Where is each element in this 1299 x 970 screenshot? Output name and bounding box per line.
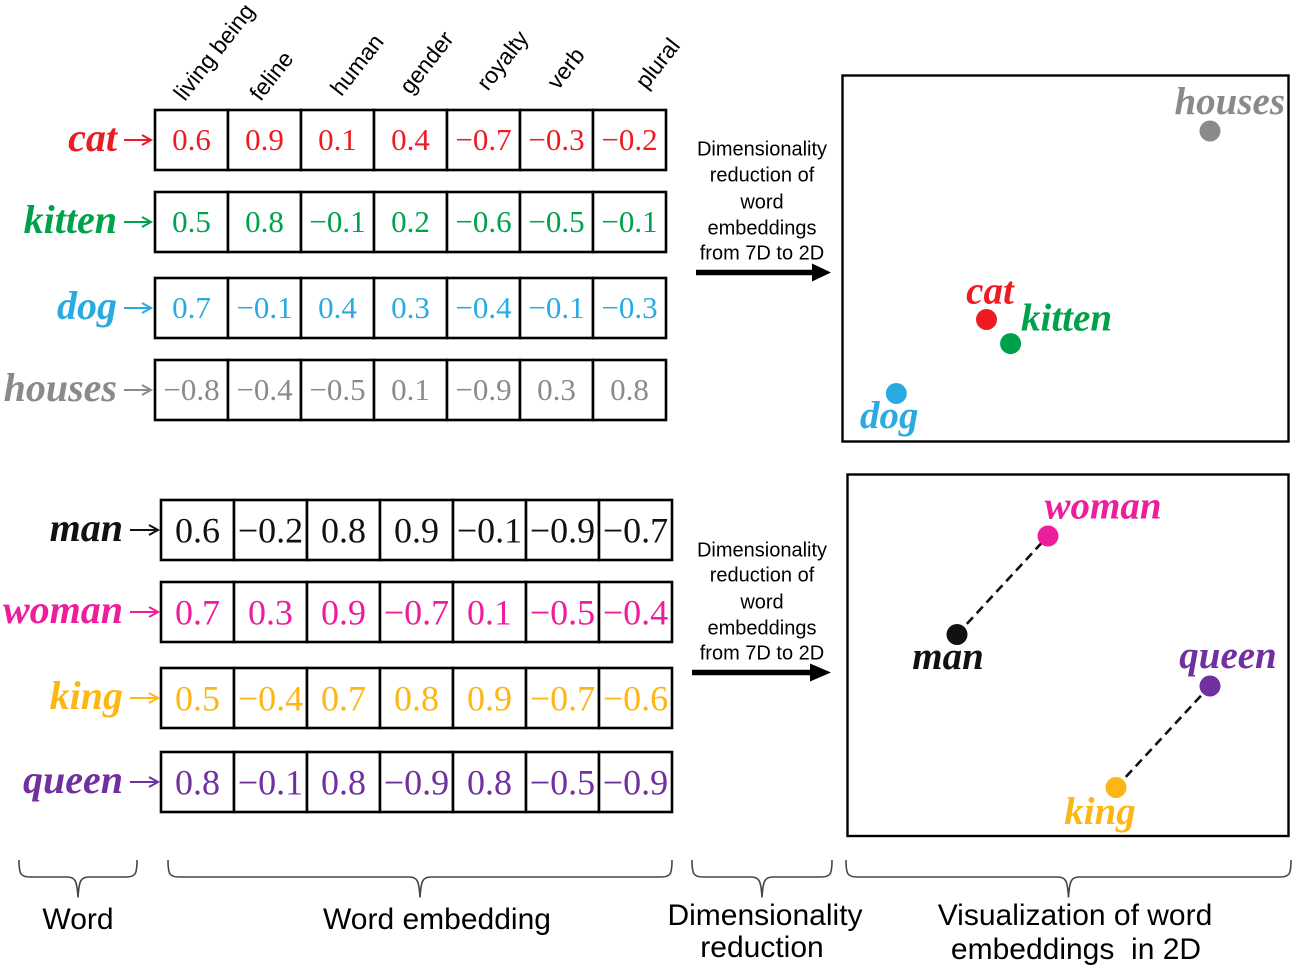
svg-text:−0.6: −0.6 [603, 679, 668, 719]
svg-text:0.9: 0.9 [321, 593, 366, 633]
svg-text:−0.5: −0.5 [528, 204, 584, 239]
svg-text:Word embedding: Word embedding [323, 903, 551, 936]
svg-text:−0.7: −0.7 [530, 679, 595, 719]
svg-text:−0.7: −0.7 [603, 511, 668, 551]
svg-text:Word: Word [42, 903, 113, 936]
svg-text:0.8: 0.8 [321, 763, 366, 803]
svg-text:king: king [50, 673, 123, 718]
svg-text:0.4: 0.4 [318, 290, 357, 325]
svg-text:−0.5: −0.5 [530, 593, 595, 633]
svg-text:from 7D to 2D: from 7D to 2D [700, 643, 824, 665]
svg-text:−0.8: −0.8 [163, 372, 219, 407]
svg-text:0.6: 0.6 [172, 122, 211, 157]
svg-text:−0.4: −0.4 [455, 290, 512, 325]
svg-text:−0.4: −0.4 [603, 593, 668, 633]
svg-text:0.7: 0.7 [172, 290, 211, 325]
svg-text:queen: queen [1179, 634, 1277, 677]
svg-text:0.1: 0.1 [391, 372, 430, 407]
svg-text:−0.6: −0.6 [455, 204, 511, 239]
svg-text:embeddings: embeddings [708, 618, 817, 640]
svg-text:queen: queen [23, 757, 123, 802]
svg-text:0.3: 0.3 [537, 372, 576, 407]
svg-text:−0.1: −0.1 [528, 290, 584, 325]
svg-text:−0.7: −0.7 [384, 593, 449, 633]
svg-text:−0.5: −0.5 [309, 372, 365, 407]
svg-text:0.1: 0.1 [467, 593, 512, 633]
svg-text:dog: dog [57, 283, 117, 328]
svg-text:0.4: 0.4 [391, 122, 430, 157]
svg-text:0.8: 0.8 [321, 511, 366, 551]
svg-text:0.9: 0.9 [245, 122, 284, 157]
svg-text:−0.4: −0.4 [236, 372, 293, 407]
svg-text:Dimensionality: Dimensionality [697, 139, 827, 161]
svg-text:−0.3: −0.3 [601, 290, 657, 325]
svg-text:−0.3: −0.3 [528, 122, 584, 157]
svg-text:woman: woman [1044, 484, 1161, 527]
svg-text:embeddings: embeddings [708, 218, 817, 240]
svg-text:kitten: kitten [24, 197, 117, 242]
svg-text:cat: cat [966, 270, 1015, 313]
svg-text:0.8: 0.8 [394, 679, 439, 719]
svg-text:reduction of: reduction of [710, 565, 815, 587]
svg-text:0.5: 0.5 [175, 679, 220, 719]
svg-text:0.9: 0.9 [394, 511, 439, 551]
svg-text:0.3: 0.3 [391, 290, 430, 325]
svg-text:−0.1: −0.1 [236, 290, 292, 325]
svg-text:−0.1: −0.1 [601, 204, 657, 239]
svg-text:Dimensionality: Dimensionality [697, 540, 827, 562]
svg-text:king: king [1064, 790, 1136, 833]
svg-text:kitten: kitten [1021, 297, 1112, 340]
svg-text:0.1: 0.1 [318, 122, 357, 157]
svg-text:−0.1: −0.1 [309, 204, 365, 239]
svg-text:0.2: 0.2 [391, 204, 430, 239]
svg-text:−0.9: −0.9 [455, 372, 511, 407]
svg-text:woman: woman [3, 587, 123, 632]
svg-text:−0.9: −0.9 [603, 763, 668, 803]
svg-text:−0.5: −0.5 [530, 763, 595, 803]
svg-text:−0.1: −0.1 [238, 763, 303, 803]
svg-text:word: word [739, 592, 783, 614]
svg-text:0.5: 0.5 [172, 204, 211, 239]
svg-text:embeddings in 2D: embeddings in 2D [951, 933, 1201, 966]
svg-text:houses: houses [4, 365, 117, 410]
svg-text:man: man [912, 635, 984, 678]
svg-text:from 7D to 2D: from 7D to 2D [700, 243, 824, 265]
svg-text:0.8: 0.8 [245, 204, 284, 239]
svg-text:0.7: 0.7 [321, 679, 366, 719]
svg-text:dog: dog [860, 394, 919, 437]
svg-text:−0.9: −0.9 [530, 511, 595, 551]
svg-text:0.8: 0.8 [175, 763, 220, 803]
svg-text:0.6: 0.6 [175, 511, 220, 551]
svg-text:0.7: 0.7 [175, 593, 220, 633]
svg-text:0.3: 0.3 [248, 593, 293, 633]
svg-text:0.9: 0.9 [467, 679, 512, 719]
svg-text:−0.2: −0.2 [601, 122, 657, 157]
svg-text:reduction of: reduction of [710, 165, 815, 187]
svg-text:−0.2: −0.2 [238, 511, 303, 551]
svg-text:−0.9: −0.9 [384, 763, 449, 803]
svg-text:−0.1: −0.1 [457, 511, 522, 551]
svg-text:cat: cat [68, 115, 119, 160]
svg-text:0.8: 0.8 [610, 372, 649, 407]
svg-text:houses: houses [1174, 80, 1285, 123]
svg-text:reduction: reduction [700, 931, 823, 964]
svg-text:word: word [739, 192, 783, 214]
svg-text:Dimensionality: Dimensionality [667, 899, 862, 932]
svg-text:0.8: 0.8 [467, 763, 512, 803]
svg-text:−0.7: −0.7 [455, 122, 511, 157]
svg-text:Visualization of word: Visualization of word [938, 899, 1213, 932]
svg-text:−0.4: −0.4 [238, 679, 303, 719]
svg-text:man: man [50, 505, 123, 550]
